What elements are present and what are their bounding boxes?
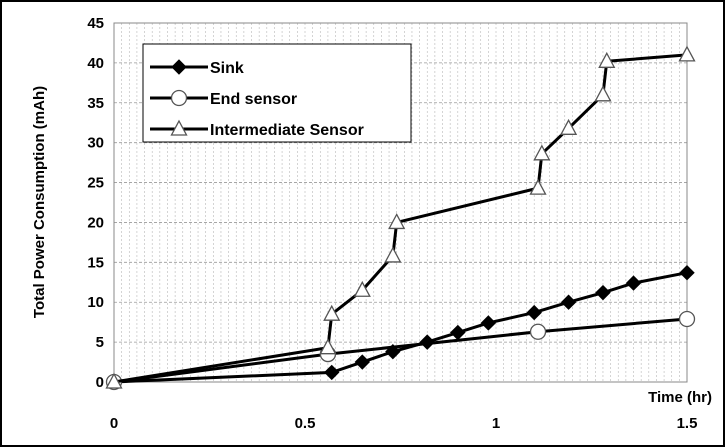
data-point (388, 213, 406, 230)
x-axis-title: Time (hr) (648, 389, 712, 406)
data-point (678, 310, 696, 328)
y-tick-label: 10 (87, 294, 104, 311)
data-point (529, 178, 547, 195)
legend-marker (170, 119, 188, 136)
legend-entry: End sensor (150, 89, 297, 108)
plot-area-frame (113, 22, 688, 383)
y-tick-label: 15 (87, 254, 104, 271)
data-point (679, 264, 695, 281)
legend-items: Sink End sensor Intermediate Sensor (150, 59, 364, 139)
x-tick-labels: 0 0.5 1 1.5 (110, 415, 698, 432)
data-point (526, 304, 542, 321)
series-layer (105, 45, 696, 391)
data-point (529, 323, 547, 340)
data-point (323, 304, 341, 321)
data-point (560, 294, 577, 310)
legend: Sink End sensor Intermediate Sensor (142, 43, 412, 143)
y-tick-labels: 0 5 10 15 20 25 30 35 40 45 (87, 15, 104, 391)
legend-label: End sensor (210, 91, 297, 108)
data-point (384, 246, 402, 263)
legend-entry: Intermediate Sensor (150, 119, 364, 139)
x-tick-label: 0 (110, 415, 118, 432)
y-tick-label: 5 (96, 334, 104, 351)
y-tick-label: 40 (87, 55, 104, 72)
data-point (105, 372, 123, 389)
x-tick-label: 1 (492, 415, 500, 432)
data-point (319, 338, 337, 355)
data-point (353, 280, 371, 297)
data-point (625, 275, 642, 291)
y-tick-label: 45 (87, 15, 104, 32)
data-point (354, 354, 371, 370)
legend-marker (170, 89, 188, 107)
x-tick-label: 0.5 (295, 415, 316, 432)
y-tick-label: 0 (96, 374, 104, 391)
data-point (678, 45, 696, 62)
data-point (559, 118, 578, 135)
legend-label: Sink (210, 60, 244, 77)
y-axis-title: Total Power Consumption (mAh) (31, 86, 48, 318)
data-point (480, 315, 497, 331)
legend-box (142, 43, 412, 143)
data-point (533, 144, 551, 161)
series-line (113, 317, 688, 384)
data-point (594, 85, 612, 102)
y-tick-label: 30 (87, 135, 104, 152)
data-point (598, 51, 616, 68)
x-tick-label: 1.5 (677, 415, 698, 432)
series-triangle (105, 45, 696, 389)
data-point (324, 364, 340, 381)
legend-entry: Sink (150, 59, 244, 77)
data-point (595, 284, 611, 301)
legend-label: Intermediate Sensor (210, 122, 364, 139)
y-tick-label: 20 (87, 214, 104, 231)
y-tick-label: 25 (87, 175, 104, 192)
y-tick-label: 35 (87, 95, 104, 112)
legend-marker (171, 59, 187, 75)
